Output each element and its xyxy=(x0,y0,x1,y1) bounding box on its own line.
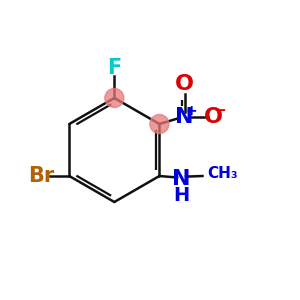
Text: −: − xyxy=(213,103,226,118)
Circle shape xyxy=(105,88,124,107)
Text: CH₃: CH₃ xyxy=(207,166,238,181)
Text: +: + xyxy=(185,103,197,118)
Text: F: F xyxy=(107,58,122,78)
Text: H: H xyxy=(173,186,190,205)
Circle shape xyxy=(150,115,169,134)
Text: N: N xyxy=(176,106,194,127)
Text: O: O xyxy=(175,74,194,94)
Text: O: O xyxy=(203,106,222,127)
Text: Br: Br xyxy=(28,166,54,186)
Text: N: N xyxy=(172,169,191,189)
